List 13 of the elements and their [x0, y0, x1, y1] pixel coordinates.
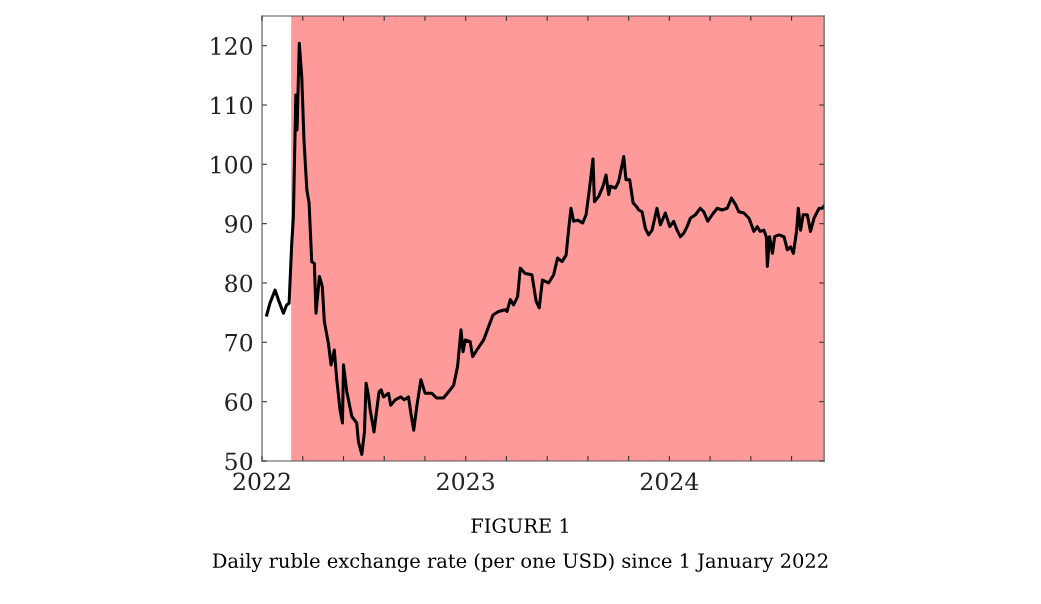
y-tick-label: 110	[211, 96, 253, 115]
x-tick-label: 2023	[437, 472, 494, 491]
text: FIGURE 1	[471, 518, 568, 533]
y-tick-label: 60	[225, 393, 253, 411]
y-tick-label: 120	[211, 37, 253, 55]
x-tick-label: 2024	[640, 472, 699, 491]
y-tick-label: 90	[225, 215, 253, 233]
text: Daily ruble exchange rate (per one USD) since 1 January 2022	[212, 552, 828, 573]
y-tick-label: 100	[211, 155, 253, 174]
x-tick-label: 2022	[233, 472, 290, 491]
y-tick-label: 70	[225, 333, 253, 352]
y-tick-label: 80	[225, 274, 253, 293]
y-tick-label: 50	[225, 452, 253, 471]
